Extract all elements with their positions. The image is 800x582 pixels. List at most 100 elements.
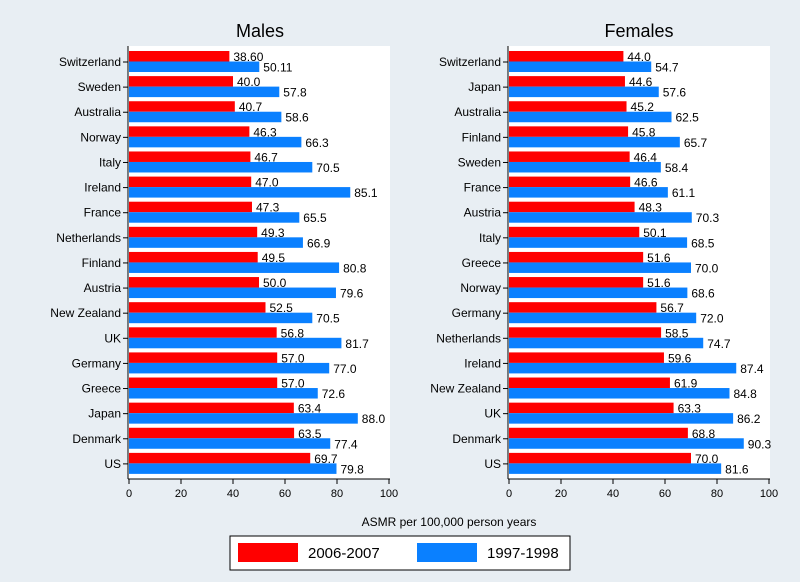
males-bar-19971998-us xyxy=(129,463,337,474)
females-bar-20062007-france xyxy=(509,176,631,188)
females-label-australia: Australia xyxy=(454,105,501,119)
females-bar-19971998-netherlands xyxy=(509,337,704,349)
females-label-uk: UK xyxy=(484,407,501,421)
males-value-label-20062007-new-zealand: 52.5 xyxy=(270,301,294,315)
females-value-label-19971998-italy: 68.5 xyxy=(691,236,715,250)
females-value-label-19971998-australia: 62.5 xyxy=(676,111,700,125)
females-value-label-20062007-australia: 45.2 xyxy=(631,100,655,114)
females-bar-20062007-ireland xyxy=(509,352,664,363)
females-value-label-19971998-france: 61.1 xyxy=(672,186,696,200)
females-bar-19971998-finland xyxy=(509,136,680,148)
males-value-label-19971998-italy: 70.5 xyxy=(316,161,340,175)
females-value-label-20062007-germany: 56.7 xyxy=(660,301,684,315)
males-label-italy: Italy xyxy=(99,155,121,169)
females-value-label-19971998-germany: 72.0 xyxy=(700,312,724,326)
females-bar-19971998-new-zealand xyxy=(509,388,730,399)
females-value-label-19971998-new-zealand: 84.8 xyxy=(733,387,757,401)
males-label-japan: Japan xyxy=(88,407,121,421)
females-value-label-20062007-norway: 51.6 xyxy=(647,276,671,290)
males-bar-20062007-uk xyxy=(129,327,277,338)
males-value-label-20062007-france: 47.3 xyxy=(256,201,280,215)
males-bar-19971998-greece xyxy=(129,388,318,399)
females-bar-19971998-ireland xyxy=(509,362,737,374)
males-label-finland: Finland xyxy=(82,256,121,270)
females-label-ireland: Ireland xyxy=(464,356,501,370)
males-value-label-19971998-us: 79.8 xyxy=(340,462,364,476)
females-value-label-20062007-switzerland: 44.0 xyxy=(627,50,651,64)
females-value-label-19971998-greece: 70.0 xyxy=(695,261,719,275)
females-bar-20062007-germany xyxy=(509,302,657,313)
x-axis-label: ASMR per 100,000 person years xyxy=(362,515,537,529)
males-label-greece: Greece xyxy=(82,382,122,396)
females-bar-19971998-italy xyxy=(509,237,688,248)
males-value-label-20062007-uk: 56.8 xyxy=(281,326,305,340)
females-bar-19971998-japan xyxy=(509,86,659,98)
females-value-label-20062007-sweden: 46.4 xyxy=(634,150,658,164)
males-label-norway: Norway xyxy=(80,130,121,144)
males-xtick-label-40: 40 xyxy=(227,488,239,500)
males-label-australia: Australia xyxy=(74,105,121,119)
legend-label-1997-1998: 1997-1998 xyxy=(487,545,559,562)
females-bar-20062007-new-zealand xyxy=(509,377,670,389)
males-value-label-19971998-ireland: 85.1 xyxy=(354,186,378,200)
males-bar-20062007-norway xyxy=(129,126,250,137)
females-label-greece: Greece xyxy=(462,256,502,270)
females-panel: Females Switzerland 44.0 54.7 Japan 44.6 57.6… xyxy=(430,21,778,500)
females-value-label-20062007-ireland: 59.6 xyxy=(668,351,692,365)
females-bar-19971998-germany xyxy=(509,312,697,324)
males-label-austria: Austria xyxy=(84,281,122,295)
legend-label-2006-2007: 2006-2007 xyxy=(308,545,380,562)
males-label-switzerland: Switzerland xyxy=(59,55,121,69)
males-value-label-19971998-new-zealand: 70.5 xyxy=(316,312,340,326)
females-value-label-19971998-norway: 68.6 xyxy=(691,287,715,301)
males-bar-20062007-denmark xyxy=(129,427,295,439)
females-value-label-19971998-finland: 65.7 xyxy=(684,136,708,150)
males-xtick-label-100: 100 xyxy=(380,488,398,500)
males-bar-19971998-austria xyxy=(129,287,336,299)
males-label-sweden: Sweden xyxy=(78,80,121,94)
females-value-label-20062007-denmark: 68.8 xyxy=(692,427,716,441)
males-value-label-19971998-greece: 72.6 xyxy=(322,387,346,401)
females-label-france: France xyxy=(464,181,502,195)
males-bar-19971998-switzerland xyxy=(129,61,260,72)
males-label-france: France xyxy=(84,206,122,220)
males-value-label-19971998-denmark: 77.4 xyxy=(334,437,358,451)
females-value-label-19971998-japan: 57.6 xyxy=(663,86,687,100)
females-bar-20062007-us xyxy=(509,452,691,464)
females-value-label-19971998-switzerland: 54.7 xyxy=(655,61,679,75)
females-value-label-20062007-france: 46.6 xyxy=(634,176,658,190)
males-value-label-19971998-finland: 80.8 xyxy=(343,261,367,275)
females-bar-20062007-norway xyxy=(509,277,644,288)
males-label-netherlands: Netherlands xyxy=(56,231,121,245)
females-xtick-label-80: 80 xyxy=(711,488,723,500)
males-bar-20062007-new-zealand xyxy=(129,302,266,313)
males-label-us: US xyxy=(104,457,121,471)
males-value-label-20062007-finland: 49.5 xyxy=(262,251,286,265)
females-xtick-label-40: 40 xyxy=(607,488,619,500)
males-value-label-20062007-switzerland: 38.60 xyxy=(233,50,263,64)
males-value-label-19971998-switzerland: 50.11 xyxy=(263,61,292,75)
males-value-label-20062007-sweden: 40.0 xyxy=(237,75,261,89)
females-bar-19971998-australia xyxy=(509,111,672,123)
females-bar-19971998-sweden xyxy=(509,161,661,173)
males-label-new-zealand: New Zealand xyxy=(50,306,121,320)
males-bar-19971998-ireland xyxy=(129,187,351,198)
females-value-label-20062007-netherlands: 58.5 xyxy=(665,326,689,340)
males-value-label-19971998-austria: 79.6 xyxy=(340,287,364,301)
females-bar-19971998-switzerland xyxy=(509,61,652,72)
males-xtick-label-60: 60 xyxy=(279,488,291,500)
females-bar-20062007-netherlands xyxy=(509,327,662,338)
males-value-label-19971998-japan: 88.0 xyxy=(362,412,386,426)
females-bar-20062007-greece xyxy=(509,251,644,263)
females-value-label-19971998-austria: 70.3 xyxy=(696,211,720,225)
females-value-label-19971998-uk: 86.2 xyxy=(737,412,761,426)
legend-swatch-2006-2007 xyxy=(238,543,298,562)
males-bar-19971998-denmark xyxy=(129,438,331,449)
males-bar-19971998-italy xyxy=(129,161,313,173)
males-bar-20062007-switzerland xyxy=(129,51,230,62)
females-xtick-label-0: 0 xyxy=(506,488,512,500)
males-bar-20062007-ireland xyxy=(129,176,252,188)
males-bar-19971998-norway xyxy=(129,136,302,148)
females-bar-20062007-uk xyxy=(509,402,674,414)
males-value-label-20062007-greece: 57.0 xyxy=(281,377,305,391)
